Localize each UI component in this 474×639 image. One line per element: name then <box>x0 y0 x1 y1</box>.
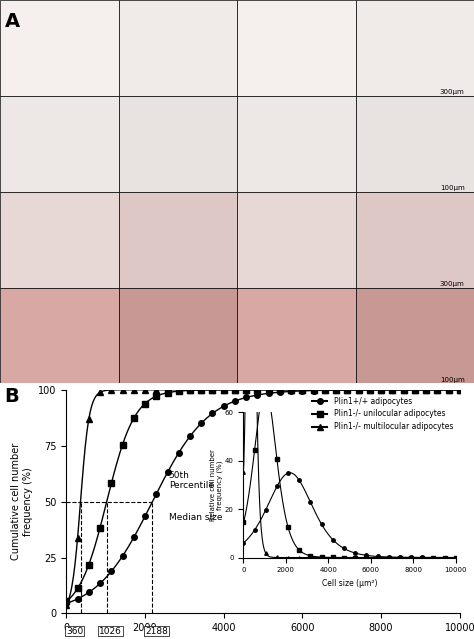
Bar <box>118 288 237 383</box>
Bar <box>237 288 356 383</box>
Text: Median size: Median size <box>169 512 222 522</box>
Text: 50th
Percentile: 50th Percentile <box>169 471 214 491</box>
Bar <box>118 192 237 288</box>
Y-axis label: Cumulative cell number
frequency (%): Cumulative cell number frequency (%) <box>11 443 33 560</box>
Text: 25 weeks: 25 weeks <box>326 391 385 401</box>
Bar <box>0 192 118 288</box>
Text: B: B <box>5 387 19 406</box>
Text: 300μm: 300μm <box>440 89 465 95</box>
Text: 360: 360 <box>66 627 83 636</box>
Text: 2188: 2188 <box>145 627 168 636</box>
Bar <box>237 0 356 96</box>
Bar <box>0 288 118 383</box>
Text: 300μm: 300μm <box>440 281 465 287</box>
Bar <box>118 96 237 192</box>
Bar <box>237 96 356 192</box>
Bar <box>118 0 237 96</box>
Text: 100μm: 100μm <box>440 185 465 191</box>
Bar <box>356 192 474 288</box>
Text: 1026: 1026 <box>99 627 122 636</box>
Bar <box>356 288 474 383</box>
Legend: Plin1+/+ adipocytes, Plin1-/- unilocular adipocytes, Plin1-/- multilocular adipo: Plin1+/+ adipocytes, Plin1-/- unilocular… <box>309 394 456 435</box>
Bar <box>356 96 474 192</box>
Bar <box>237 192 356 288</box>
Bar <box>356 0 474 96</box>
Text: 100μm: 100μm <box>440 376 465 383</box>
Text: 8 weeks: 8 weeks <box>93 391 144 401</box>
Bar <box>0 0 118 96</box>
Bar <box>0 96 118 192</box>
Text: A: A <box>5 12 20 31</box>
